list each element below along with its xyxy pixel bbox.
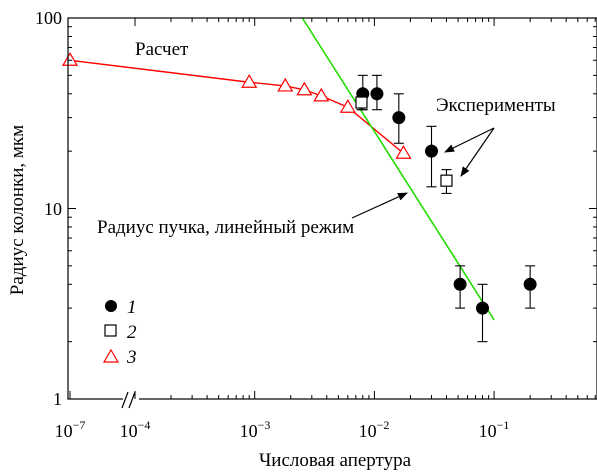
arrow-to-beam-line [351,192,408,219]
x-axis-break [121,391,139,409]
series-2-point [440,174,453,187]
legend-label-2: 2 [127,322,137,343]
beam-radius-annotation: Радиус пучка, линейный режим [97,217,354,238]
lines-layer [69,17,495,321]
x-tick-label: 10−1 [479,418,510,441]
calc-annotation: Расчет [135,39,189,60]
legend: 1 2 3 [102,297,137,368]
legend-marker-1 [105,300,117,312]
series-3-line [69,59,404,154]
series-3-point [395,145,412,159]
beam-radius-line [301,17,495,321]
x-tick-label: 10−2 [359,418,390,441]
series-1-point [370,87,384,101]
legend-marker-3 [102,348,120,363]
series-3-point [241,74,258,88]
series-1-point [425,144,439,158]
series-1-point [523,277,537,291]
series-2-point [355,96,368,109]
series-3-point [277,77,294,92]
x-tick-label: 10−3 [240,418,271,441]
series-1-point [392,111,406,125]
series-1-point [475,301,489,315]
arrow-to-experiment-point [444,127,495,153]
x-axis-label: Числовая апертура [259,450,412,471]
plot-frame [67,17,597,400]
legend-marker-2 [104,324,117,337]
experiments-annotation: Эксперименты [436,95,556,116]
series-3-point [339,99,356,113]
x-tick-label: 10−7 [55,418,86,441]
legend-label-3: 3 [126,347,137,368]
series-3-point [296,81,313,96]
ticks-layer [68,17,597,400]
y-tick-label: 10 [44,199,62,219]
series-1-point [453,277,467,291]
series-3-point [313,87,330,102]
series-3-point [61,52,79,66]
legend-label-1: 1 [127,297,137,318]
y-tick-label: 1 [53,389,62,409]
arrow-to-experiment-square [460,127,495,177]
markers-layer [61,52,537,315]
x-tick-label: 10−4 [120,418,151,441]
y-axis-label: Радиус колонки, мкм [7,125,28,295]
y-tick-label: 100 [35,8,62,28]
